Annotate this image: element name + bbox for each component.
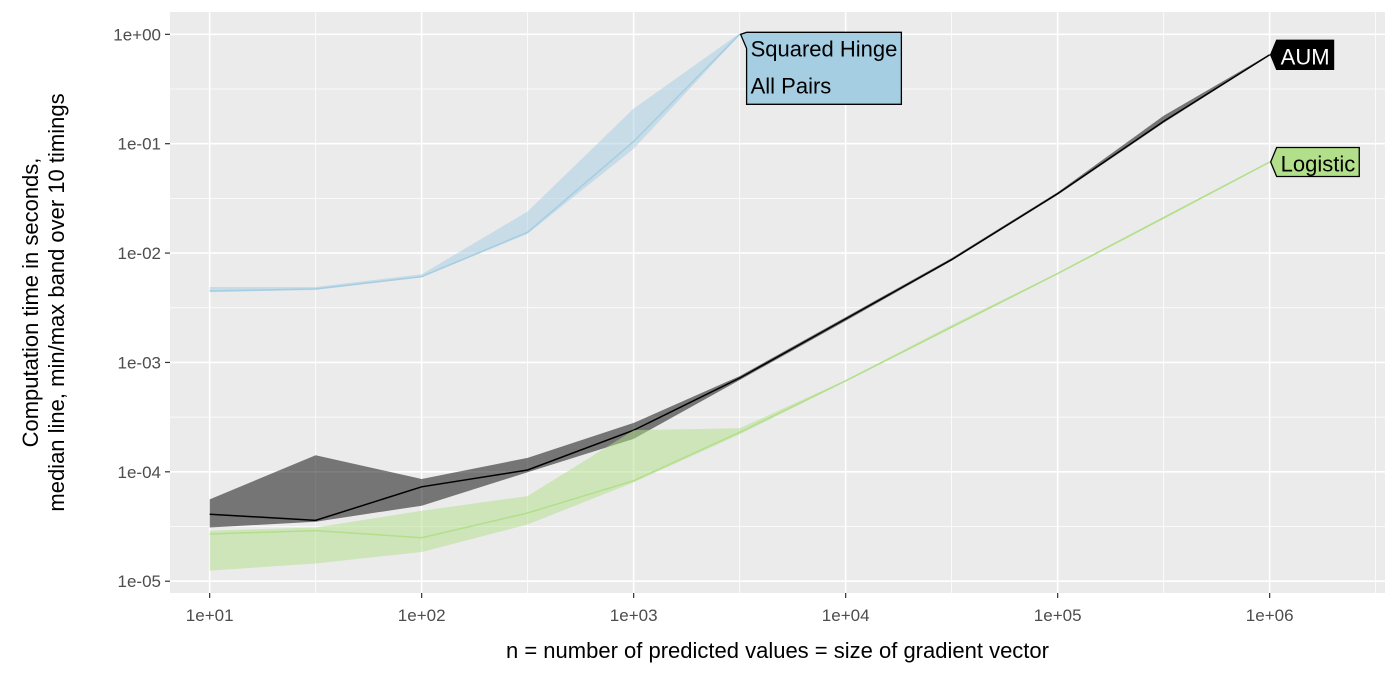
y-axis: 1e-05 1e-04 1e-03 1e-02 1e-01 1e+00 xyxy=(113,25,170,591)
y-tick-label: 1e-02 xyxy=(118,244,161,263)
series-label-logistic: Logistic xyxy=(1269,146,1360,178)
series-label-box xyxy=(1269,146,1360,178)
series-label-box xyxy=(1269,39,1335,70)
series-label-squared-hinge-all-pairs: Squared Hinge All Pairs xyxy=(739,31,903,105)
y-tick-label: 1e-01 xyxy=(118,135,161,154)
y-tick-label: 1e-03 xyxy=(118,353,161,372)
median-line-squared-hinge-all-pairs xyxy=(209,33,741,292)
median-line-logistic xyxy=(209,161,1271,539)
series-squared-hinge-all-pairs xyxy=(209,33,741,293)
x-tick-label: 1e+05 xyxy=(1034,606,1082,625)
x-tick-label: 1e+04 xyxy=(822,606,870,625)
series-label-text: Squared Hinge xyxy=(751,36,898,61)
series-labels: Squared Hinge All Pairs AUM Logistic xyxy=(739,31,1360,178)
x-axis: 1e+01 1e+02 1e+03 1e+04 1e+05 1e+06 xyxy=(186,593,1294,625)
band-aum xyxy=(209,54,1270,528)
band-logistic xyxy=(209,161,1270,571)
y-tick-label: 1e-04 xyxy=(118,463,161,482)
x-tick-label: 1e+03 xyxy=(610,606,658,625)
y-axis-title-line-1: Computation time in seconds, xyxy=(18,158,43,448)
series-logistic xyxy=(209,161,1271,571)
series-label-box xyxy=(739,31,903,105)
series-layer xyxy=(209,33,1271,571)
series-label-aum: AUM xyxy=(1269,39,1335,70)
y-tick-label: 1e+00 xyxy=(113,25,161,44)
series-label-text: Logistic xyxy=(1281,152,1356,177)
x-tick-label: 1e+06 xyxy=(1246,606,1294,625)
x-tick-label: 1e+02 xyxy=(398,606,446,625)
series-label-text: All Pairs xyxy=(751,73,832,98)
series-aum xyxy=(209,54,1271,528)
y-axis-title: Computation time in seconds, median line… xyxy=(18,93,69,511)
x-tick-label: 1e+01 xyxy=(186,606,234,625)
median-line-aum xyxy=(209,54,1271,522)
x-axis-title: n = number of predicted values = size of… xyxy=(506,638,1049,663)
series-label-text: AUM xyxy=(1281,44,1330,69)
y-tick-label: 1e-05 xyxy=(118,572,161,591)
y-axis-title-line-2: median line, min/max band over 10 timing… xyxy=(44,93,69,511)
major-gridlines xyxy=(170,12,1385,593)
